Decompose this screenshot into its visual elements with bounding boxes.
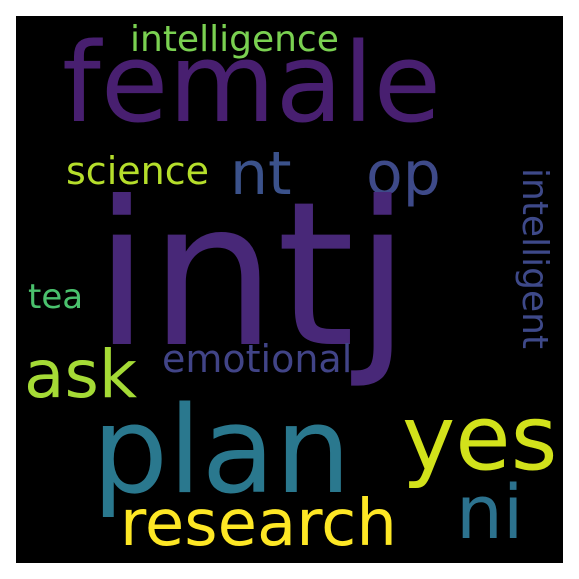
word-ni: ni [456, 470, 524, 556]
word-science: science [66, 149, 209, 193]
word-intelligence: intelligence [130, 19, 339, 60]
word-female: female [62, 19, 442, 147]
word-emotional: emotional [162, 337, 353, 381]
word-intj: intj [94, 159, 411, 392]
word-plan: plan [92, 382, 352, 521]
word-cloud: female intelligence nt op science intj i… [16, 16, 563, 563]
word-tea: tea [28, 277, 84, 317]
word-op: op [366, 139, 441, 209]
word-research: research [120, 487, 397, 561]
word-intelligent: intelligent [514, 168, 555, 350]
word-ask: ask [24, 336, 138, 413]
word-nt: nt [230, 139, 292, 209]
word-yes: yes [402, 386, 558, 491]
